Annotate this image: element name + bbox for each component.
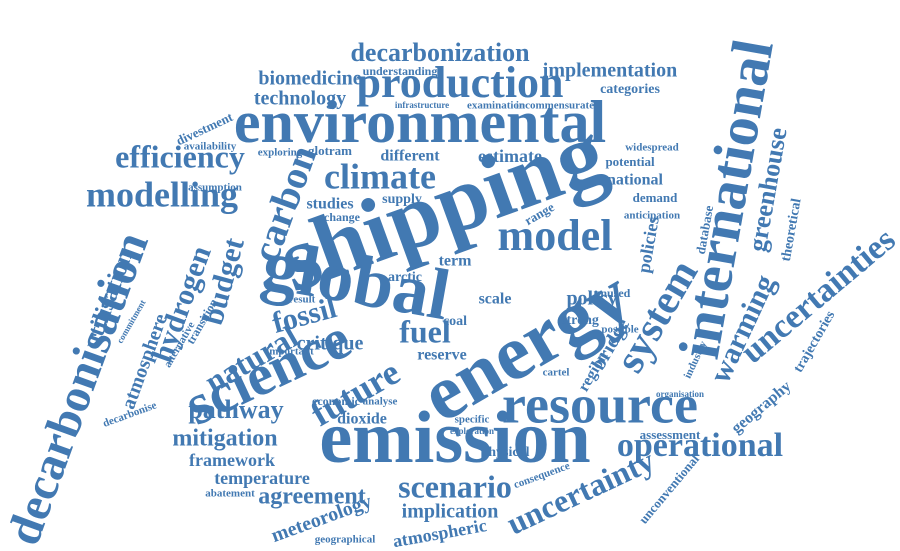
word: policy	[566, 288, 617, 310]
word: physical	[480, 445, 529, 460]
word: categories	[600, 82, 660, 97]
word: potential	[605, 154, 655, 169]
word: policies	[633, 215, 663, 275]
word: efficiency	[115, 138, 245, 174]
word: studies	[306, 196, 353, 213]
word: demand	[633, 190, 679, 205]
word: unused	[594, 286, 631, 300]
word: implication	[402, 501, 499, 523]
word: framework	[189, 450, 275, 470]
word: implementation	[543, 60, 677, 82]
word: result	[289, 294, 316, 306]
word: critique	[297, 333, 364, 355]
word: different	[380, 148, 440, 165]
word: glotram	[308, 143, 352, 158]
word: technology	[254, 88, 346, 110]
word: assumption	[188, 182, 242, 194]
word: biomedicine	[258, 68, 361, 90]
word: production	[356, 58, 563, 107]
word: scale	[479, 291, 512, 308]
word: cartel	[543, 367, 570, 379]
word: emission	[319, 397, 590, 479]
word: exploring	[258, 147, 303, 159]
word: fuel	[399, 313, 451, 349]
word: organisation	[656, 389, 704, 399]
word: economic	[312, 394, 361, 408]
word: arctic	[388, 270, 422, 285]
word: analyse	[363, 396, 398, 408]
word: abatement	[205, 488, 255, 500]
word: operational	[617, 427, 783, 464]
word: widespread	[625, 142, 679, 154]
word: reserve	[417, 347, 466, 364]
word: temperature	[214, 468, 310, 488]
word: examination	[467, 100, 525, 112]
word: infrastructure	[395, 100, 449, 110]
word: model	[498, 211, 613, 260]
word: anticipation	[624, 210, 680, 222]
word: understanding	[363, 64, 438, 78]
word: climate	[324, 156, 436, 196]
word: supply	[382, 192, 422, 207]
word: incommensurate	[516, 100, 594, 112]
word: strong	[561, 313, 599, 328]
word: possible	[601, 324, 638, 336]
word: modelling	[86, 174, 238, 214]
word: specific	[455, 414, 490, 426]
word: change	[324, 210, 361, 224]
word: geographical	[315, 534, 376, 546]
word: environmental	[234, 89, 606, 155]
word: theoretical	[779, 197, 805, 262]
word: decarbonization	[350, 38, 530, 67]
word: assessment	[640, 427, 701, 442]
word: estimate	[478, 146, 542, 166]
word: availability	[184, 141, 237, 153]
word: resource	[502, 374, 698, 434]
word: coal	[443, 314, 467, 329]
word: mitigation	[172, 426, 277, 452]
word: term	[439, 253, 473, 270]
word: pathway	[188, 395, 283, 424]
word: national	[607, 172, 664, 189]
word: exploration	[450, 426, 494, 436]
word: important	[266, 346, 314, 358]
word: agreement	[258, 484, 366, 510]
word: dioxide	[337, 411, 387, 428]
word: scenario	[398, 468, 512, 504]
